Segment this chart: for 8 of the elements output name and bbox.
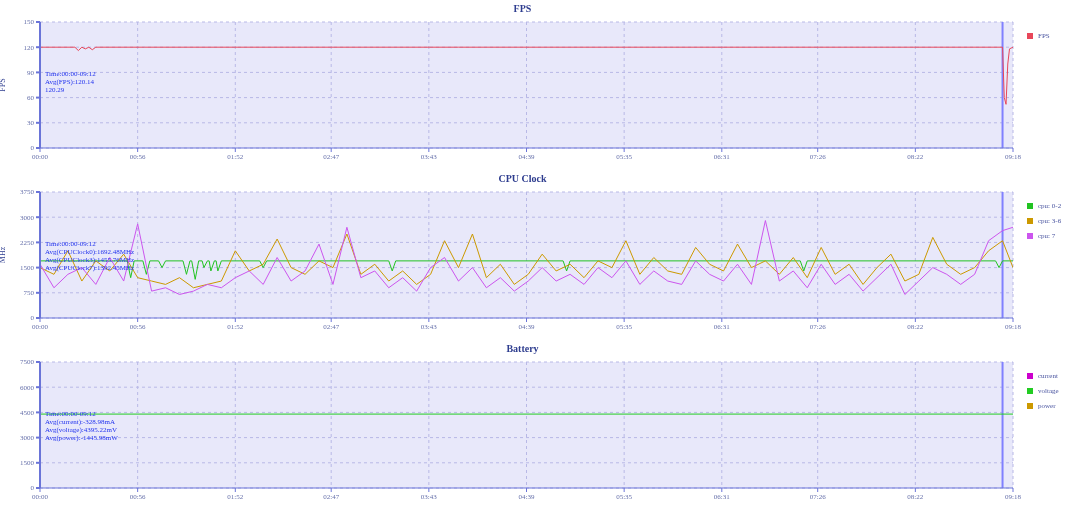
line-series: [40, 46, 1013, 105]
chart-title: CPU Clock: [497, 173, 548, 184]
line-series: [40, 233, 1013, 289]
line-series: [40, 220, 1013, 295]
chart-title: Battery: [505, 343, 540, 354]
y-axis-title: MHz: [0, 246, 7, 264]
chart-title: FPS: [512, 3, 533, 14]
y-axis-title: FPS: [0, 78, 7, 92]
